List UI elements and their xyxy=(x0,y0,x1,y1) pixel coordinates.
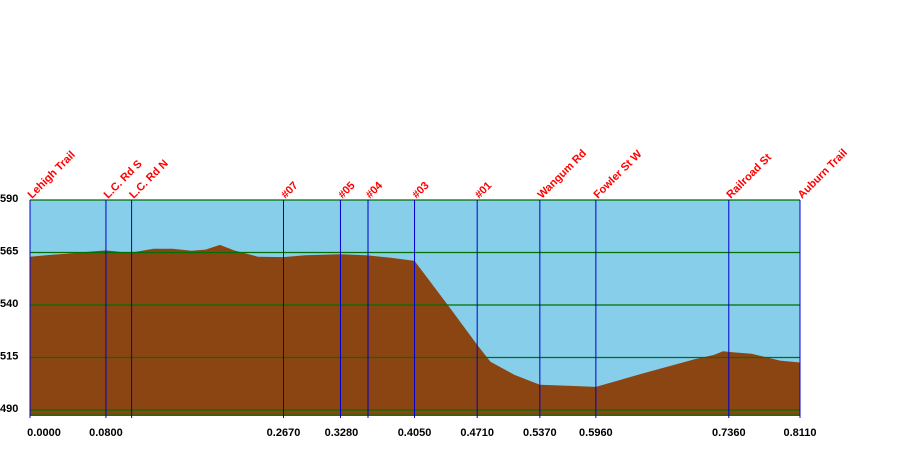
x-tick-label: 0.4050 xyxy=(398,427,432,439)
y-axis-tick-labels: 490 515 540 565 590 xyxy=(0,193,18,415)
x-tick-label: 0.0000 xyxy=(27,427,61,439)
x-tick-label: 0.0800 xyxy=(89,427,123,439)
y-tick-label: 515 xyxy=(0,351,18,363)
marker-label: #01 xyxy=(473,180,494,201)
marker-label: #05 xyxy=(336,180,357,201)
marker-label: Auburn Trail xyxy=(796,147,850,201)
location-marker-labels: Lehigh Trail L.C. Rd SL.C. Rd N #07 #05 #04 #… xyxy=(26,147,850,201)
x-tick-label: 0.7360 xyxy=(712,427,746,439)
marker-label: #07 xyxy=(279,180,300,201)
y-tick-label: 565 xyxy=(0,246,18,258)
x-tick-label: 0.8110 xyxy=(783,427,816,439)
x-tick-label: 0.5960 xyxy=(579,427,613,439)
x-tick-label: 0.2670 xyxy=(267,427,301,439)
marker-label: Railroad St xyxy=(724,151,774,201)
x-axis-tick-labels: 0.0000 0.0800 0.2670 0.3280 0.4050 0.4710 0.53… xyxy=(27,427,816,439)
x-tick-label: 0.3280 xyxy=(325,427,359,439)
marker-label: Fowler St W xyxy=(592,148,645,201)
marker-label: Wangum Rd xyxy=(535,148,589,202)
y-tick-label: 540 xyxy=(0,298,18,310)
marker-label: Lehigh Trail xyxy=(26,149,78,201)
y-tick-label: 490 xyxy=(0,403,18,415)
x-tick-label: 0.4710 xyxy=(460,427,494,439)
x-tick-label: 0.5370 xyxy=(523,427,557,439)
y-tick-label: 590 xyxy=(0,193,18,205)
marker-label: #03 xyxy=(410,180,431,201)
marker-label: #04 xyxy=(364,179,386,201)
location-marker-lines xyxy=(29,200,801,418)
